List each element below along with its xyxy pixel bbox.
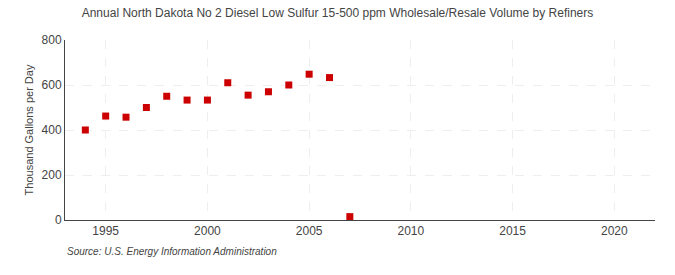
svg-text:600: 600 (42, 78, 62, 92)
svg-text:2015: 2015 (499, 224, 526, 238)
svg-text:Thousand Gallons per Day: Thousand Gallons per Day (23, 64, 35, 195)
svg-text:2005: 2005 (296, 224, 323, 238)
svg-text:2010: 2010 (398, 224, 425, 238)
svg-text:2000: 2000 (194, 224, 221, 238)
svg-text:800: 800 (42, 33, 62, 47)
svg-text:Source: U.S. Energy Informatio: Source: U.S. Energy Information Administ… (67, 246, 277, 257)
svg-text:200: 200 (42, 168, 62, 182)
svg-text:2020: 2020 (601, 224, 628, 238)
svg-text:1995: 1995 (92, 224, 119, 238)
svg-text:0: 0 (55, 213, 62, 227)
svg-text:400: 400 (42, 123, 62, 137)
svg-text:Annual North Dakota No 2 Diese: Annual North Dakota No 2 Diesel Low Sulf… (82, 6, 594, 20)
